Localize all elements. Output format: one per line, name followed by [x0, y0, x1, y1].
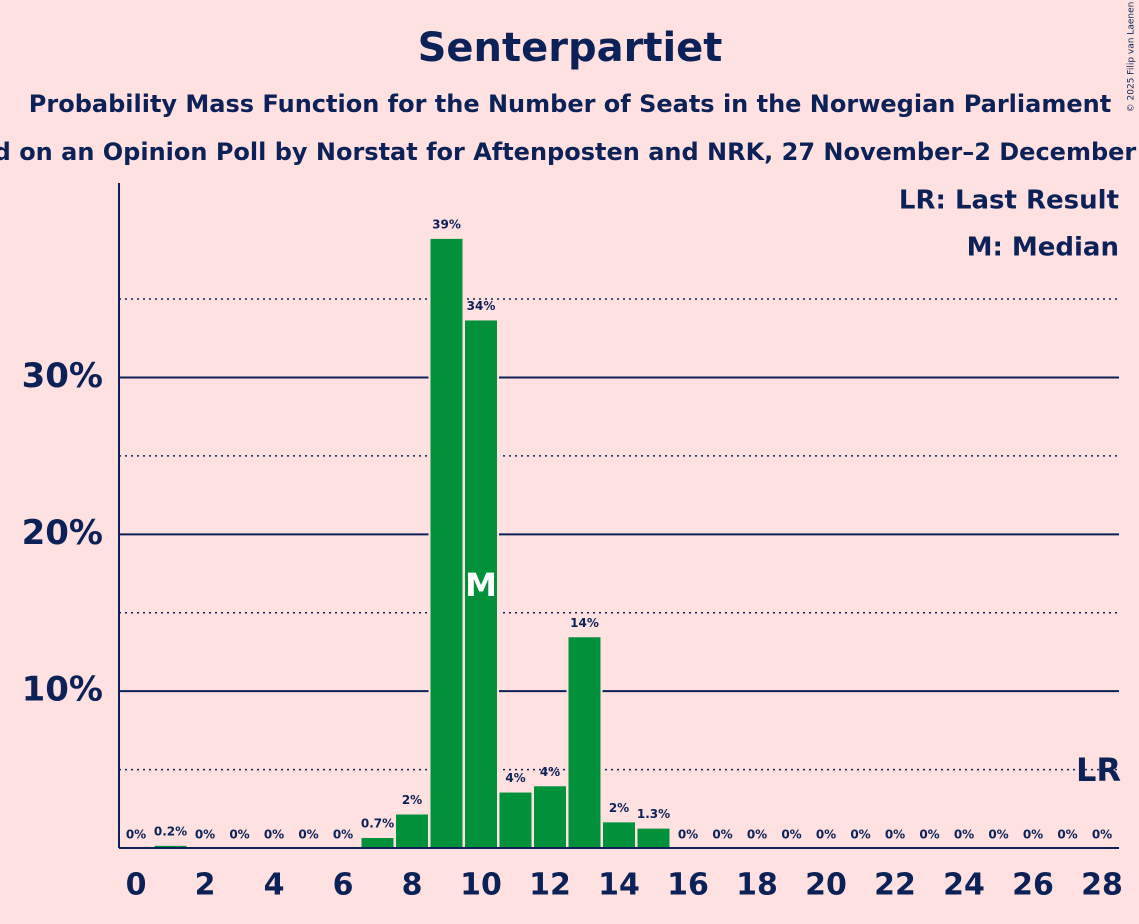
bar [635, 826, 672, 849]
x-tick-label: 16 [667, 868, 709, 903]
value-label: 0% [333, 828, 353, 842]
value-label: 0% [195, 828, 215, 842]
bar [463, 318, 499, 849]
value-label: 0% [1057, 828, 1077, 842]
x-tick-label: 8 [402, 868, 423, 903]
value-label: 0.2% [154, 824, 187, 838]
x-tick-label: 10 [460, 868, 502, 903]
x-tick-label: 20 [805, 868, 847, 903]
value-label: 0% [126, 828, 146, 842]
chart-subtitle-2: Based on an Opinion Poll by Norstat for … [0, 138, 1139, 166]
x-tick-label: 18 [736, 868, 778, 903]
bar [566, 635, 603, 849]
value-label: 39% [432, 217, 461, 231]
x-tick-label: 12 [529, 868, 571, 903]
value-label: 0% [1092, 828, 1112, 842]
value-label: 0% [988, 828, 1008, 842]
value-label: 0% [298, 828, 318, 842]
value-label: 4% [505, 771, 525, 785]
value-label: 0.7% [361, 817, 394, 831]
median-marker: M [465, 566, 497, 604]
value-label: 0% [885, 828, 905, 842]
bar [359, 836, 396, 850]
y-tick-label: 10% [22, 670, 103, 710]
y-tick-label: 30% [22, 356, 103, 396]
value-label: 0% [816, 828, 836, 842]
value-label: 4% [540, 765, 560, 779]
bar [394, 812, 430, 850]
value-label: 0% [712, 828, 732, 842]
value-label: 0% [229, 828, 249, 842]
value-label: 14% [570, 616, 599, 630]
x-tick-label: 24 [943, 868, 985, 903]
x-tick-label: 2 [195, 868, 216, 903]
bar [532, 784, 568, 850]
value-label: 0% [747, 828, 767, 842]
x-tick-label: 4 [264, 868, 285, 903]
last-result-marker: LR [1076, 751, 1121, 789]
chart-subtitle: Probability Mass Function for the Number… [29, 90, 1111, 118]
value-label: 0% [850, 828, 870, 842]
value-label: 0% [264, 828, 284, 842]
copyright: © 2025 Filip van Laenen [1127, 2, 1137, 113]
value-label: 2% [402, 793, 422, 807]
value-label: 0% [781, 828, 801, 842]
value-label: 0% [919, 828, 939, 842]
x-tick-label: 14 [598, 868, 640, 903]
x-tick-label: 28 [1081, 868, 1123, 903]
value-label: 0% [678, 828, 698, 842]
value-label: 1.3% [637, 807, 670, 821]
y-tick-label: 20% [22, 513, 103, 553]
bar [601, 820, 637, 850]
chart-title: Senterpartiet [418, 25, 723, 71]
x-tick-label: 6 [333, 868, 354, 903]
x-tick-label: 22 [874, 868, 916, 903]
value-label: 34% [467, 299, 496, 313]
value-label: 2% [609, 801, 629, 815]
bar [428, 236, 465, 850]
x-tick-label: 26 [1012, 868, 1054, 903]
value-label: 0% [1023, 828, 1043, 842]
bar [497, 790, 534, 849]
value-label: 0% [954, 828, 974, 842]
legend-entry: M: Median [967, 233, 1119, 263]
x-tick-label: 0 [126, 868, 147, 903]
legend-entry: LR: Last Result [899, 186, 1119, 216]
